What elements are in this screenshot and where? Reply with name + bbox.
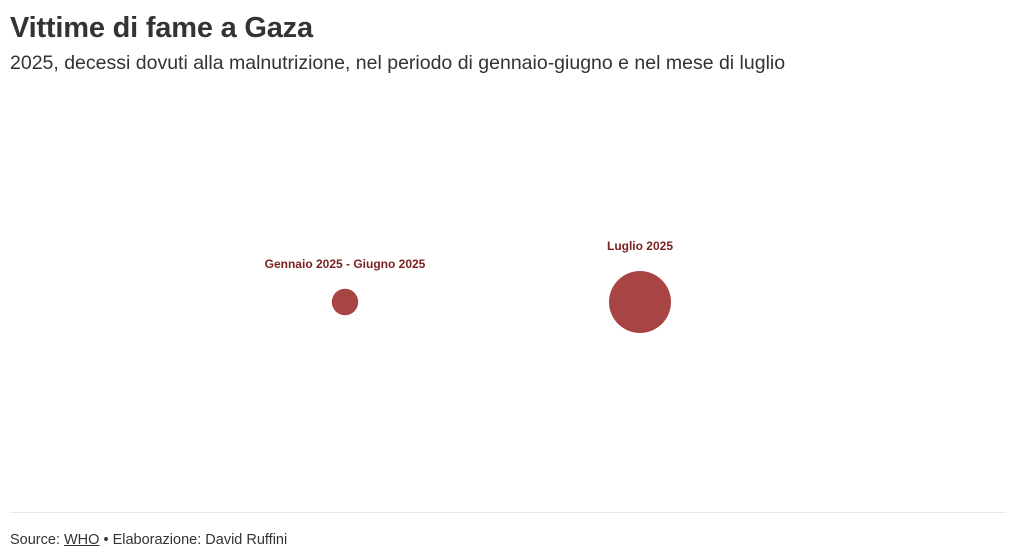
bubble-label: Luglio 2025 <box>607 239 673 253</box>
chart-subtitle: 2025, decessi dovuti alla malnutrizione,… <box>10 52 786 74</box>
chart-title: Vittime di fame a Gaza <box>10 12 313 44</box>
bubble-chart: Gennaio 2025 - Giugno 2025 Luglio 2025 <box>265 239 673 333</box>
credit-text: Elaborazione: David Ruffini <box>112 532 288 548</box>
bubble-label: Gennaio 2025 - Giugno 2025 <box>265 257 426 271</box>
bubble-gennaio-giugno[interactable] <box>331 288 359 316</box>
bubble-luglio[interactable] <box>609 271 671 333</box>
footer: Source: WHO • Elaborazione: David Ruffin… <box>10 530 287 550</box>
footer-divider <box>10 512 1006 513</box>
source-link[interactable]: WHO <box>64 532 100 548</box>
source-prefix: Source: <box>10 532 64 548</box>
footer-separator: • <box>99 532 113 548</box>
